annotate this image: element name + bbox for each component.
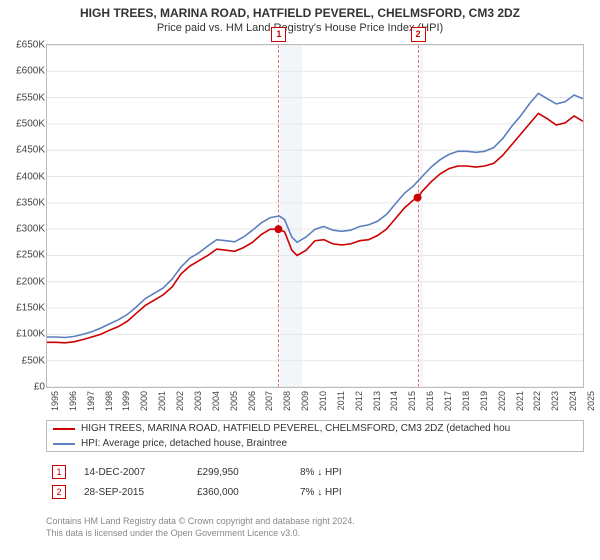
footer-line-1: Contains HM Land Registry data © Crown c… [46,516,584,528]
footer: Contains HM Land Registry data © Crown c… [46,516,584,539]
chart-svg [47,45,583,387]
chart-subtitle: Price paid vs. HM Land Registry's House … [0,20,600,34]
legend: HIGH TREES, MARINA ROAD, HATFIELD PEVERE… [46,420,584,452]
events-table: 114-DEC-2007£299,9508% ↓ HPI228-SEP-2015… [46,462,584,502]
footer-line-2: This data is licensed under the Open Gov… [46,528,584,540]
chart-area: £0£50K£100K£150K£200K£250K£300K£350K£400… [46,44,584,388]
chart-title: HIGH TREES, MARINA ROAD, HATFIELD PEVERE… [0,0,600,20]
